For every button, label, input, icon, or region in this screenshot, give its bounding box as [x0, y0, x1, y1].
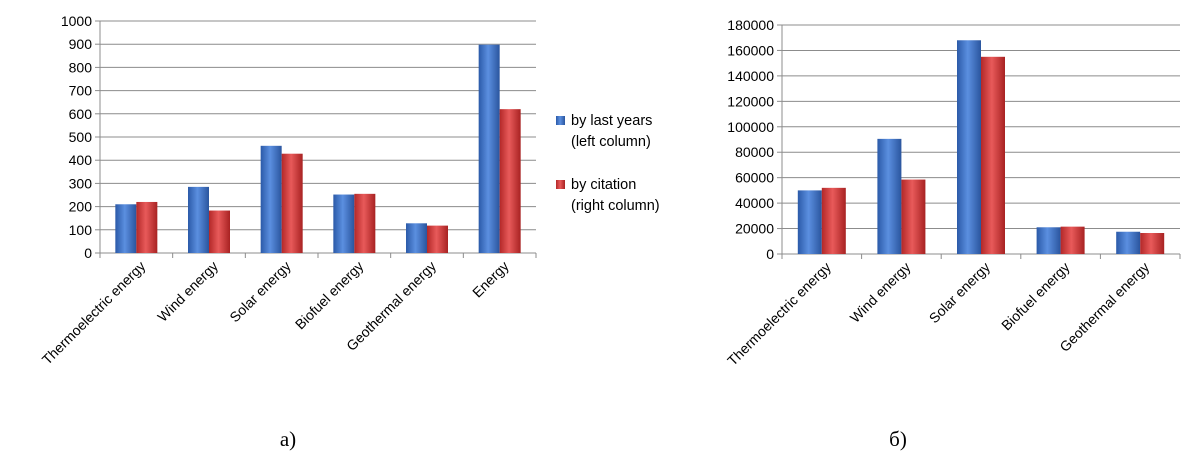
y-tick-label: 900 — [69, 36, 93, 52]
y-tick-label: 700 — [69, 83, 93, 99]
bar-energy-series-2 — [499, 109, 521, 253]
bar-wind-energy-series-2 — [901, 179, 926, 254]
chart-a: 0 100 200 300 400 500 600 700 800 900 1000 Thermoel… — [39, 13, 660, 368]
y-tick-label: 120000 — [727, 93, 774, 109]
x-tick-label-geothermal-energy: Geothermal energy — [1056, 259, 1152, 355]
bar-biofuel-energy-series-1 — [1036, 227, 1061, 254]
y-tick-label: 500 — [69, 129, 93, 145]
y-tick-label: 200 — [69, 199, 93, 215]
x-tick-label-biofuel-energy: Biofuel energy — [998, 259, 1073, 334]
bar-biofuel-energy-series-2 — [1060, 226, 1085, 254]
bar-thermoelectric-energy-series-2 — [821, 187, 846, 254]
y-tick-label: 0 — [766, 246, 774, 262]
bar-wind-energy-series-2 — [209, 210, 230, 253]
y-tick-label: 400 — [69, 152, 93, 168]
x-tick-label-solar-energy: Solar energy — [226, 258, 293, 325]
legend: by last years (left column) by citation (ri… — [556, 113, 660, 214]
y-tick-label: 100000 — [727, 119, 774, 135]
legend-label-series-1: (left column) — [571, 134, 651, 150]
y-tick-label: 140000 — [727, 68, 774, 84]
x-tick-label-biofuel-energy: Biofuel energy — [292, 258, 367, 333]
y-tick-label: 300 — [69, 175, 93, 191]
bar-thermoelectric-energy-series-1 — [115, 204, 137, 253]
bar-thermoelectric-energy-series-1 — [797, 190, 822, 254]
bar-wind-energy-series-1 — [188, 186, 209, 253]
bar-solar-energy-series-1 — [957, 40, 981, 255]
y-tick-label: 600 — [69, 106, 93, 122]
legend-label-series-1: by last years — [571, 113, 652, 129]
bar-geothermal-energy-series-2 — [427, 225, 448, 253]
bar-thermoelectric-energy-series-2 — [136, 201, 158, 253]
bar-geothermal-energy-series-2 — [1140, 233, 1165, 254]
y-tick-label: 20000 — [735, 221, 774, 237]
bar-energy-series-1 — [478, 44, 500, 253]
bar-solar-energy-series-2 — [981, 56, 1005, 254]
legend-swatch-series-1 — [556, 116, 565, 125]
x-tick-label-thermoelectric-energy: Thermoelectric energy — [724, 259, 834, 369]
caption-a: a) — [280, 427, 296, 451]
bar-geothermal-energy-series-1 — [406, 223, 427, 253]
x-tick-label-wind-energy: Wind energy — [154, 258, 221, 325]
y-tick-label: 80000 — [735, 144, 774, 160]
y-tick-label: 160000 — [727, 42, 774, 58]
y-tick-label: 0 — [84, 245, 92, 261]
bar-geothermal-energy-series-1 — [1116, 231, 1141, 254]
caption-b: б) — [889, 427, 907, 451]
y-tick-label: 100 — [69, 222, 93, 238]
bar-wind-energy-series-1 — [877, 138, 902, 254]
y-tick-label: 1000 — [61, 13, 92, 29]
y-tick-label: 180000 — [727, 17, 774, 33]
bar-biofuel-energy-series-2 — [354, 193, 376, 253]
legend-swatch-series-2 — [556, 180, 565, 189]
legend-label-series-2: (right column) — [571, 198, 660, 214]
bar-biofuel-energy-series-1 — [333, 194, 355, 253]
chart-b: 0 20000 40000 60000 80000 100000 120000 140000 1… — [724, 17, 1181, 369]
x-tick-label-energy: Energy — [469, 258, 512, 301]
x-tick-label-wind-energy: Wind energy — [847, 259, 914, 326]
x-tick-label-thermoelectric-energy: Thermoelectric energy — [39, 258, 149, 368]
y-tick-label: 800 — [69, 59, 93, 75]
legend-label-series-2: by citation — [571, 177, 636, 193]
x-tick-label-solar-energy: Solar energy — [926, 259, 993, 326]
bar-solar-energy-series-1 — [260, 145, 282, 253]
y-tick-label: 60000 — [735, 170, 774, 186]
bar-solar-energy-series-2 — [281, 153, 303, 253]
y-tick-label: 40000 — [735, 195, 774, 211]
